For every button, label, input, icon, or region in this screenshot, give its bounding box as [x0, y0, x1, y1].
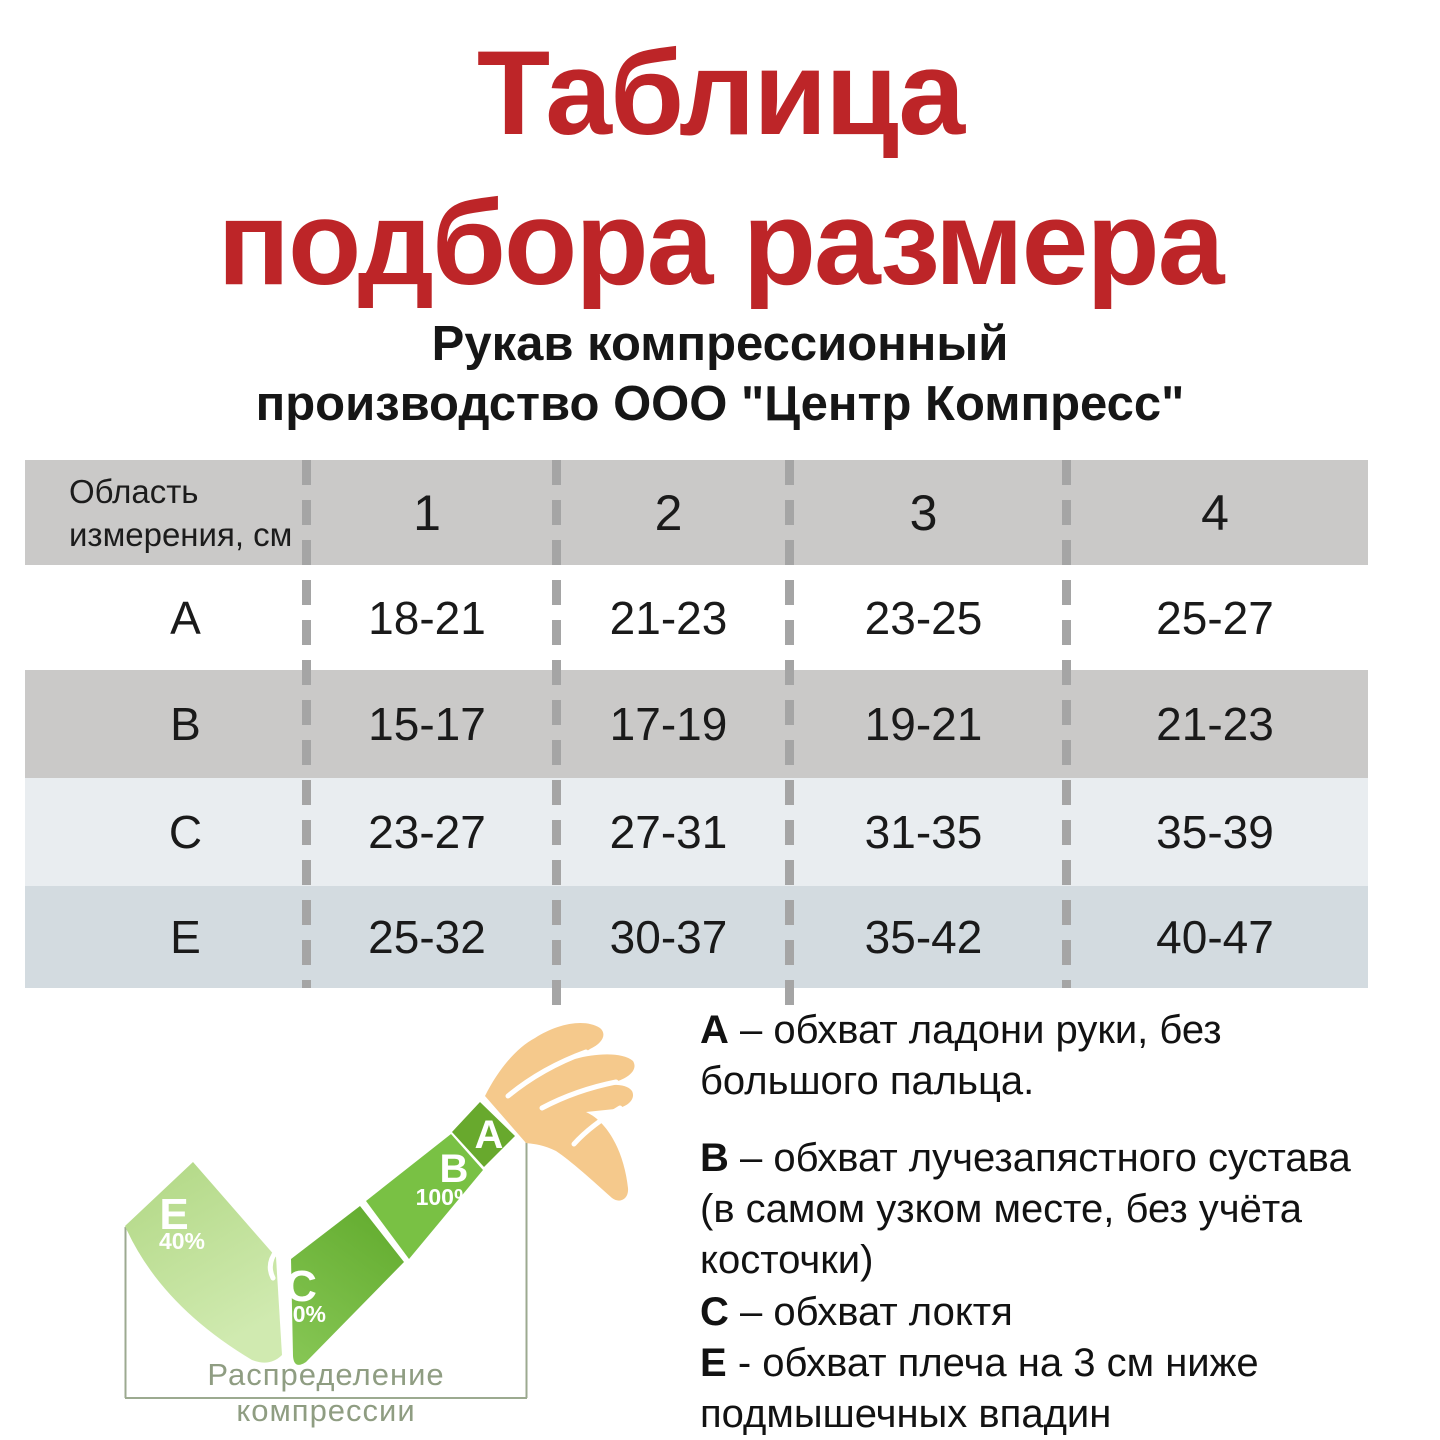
- page-title: Таблица подбора размера: [0, 18, 1440, 318]
- header-measure-label-line2: измерения, см: [69, 515, 293, 553]
- cell-e3: 35-42: [864, 911, 983, 963]
- cell-a2: 21-23: [609, 591, 728, 644]
- product-subtitle-line1: Рукав компрессионный: [431, 317, 1009, 371]
- arm-illustration: E 40% C 60% B 100% A: [124, 1023, 635, 1399]
- description-e-line2: подмышечных впадин: [700, 1392, 1112, 1436]
- cell-e4: 40-47: [1156, 911, 1274, 963]
- cell-c1: 23-27: [368, 806, 486, 858]
- description-e-letter: Е: [700, 1341, 727, 1385]
- column-header-1: 1: [413, 484, 441, 541]
- cell-a4: 25-27: [1156, 591, 1274, 644]
- zone-a-shape: [452, 1102, 515, 1167]
- table-row-a: А 18-21 21-23 23-25 25-27: [25, 565, 1368, 670]
- cell-a3: 23-25: [864, 591, 983, 644]
- column-header-3: 3: [909, 484, 938, 541]
- page-title-line2: подбора размера: [217, 176, 1225, 310]
- product-subtitle: Рукав компрессионный производство ООО "Ц…: [0, 314, 1440, 434]
- column-separator-1: [302, 460, 311, 988]
- table-row-b: В 15-17 17-19 19-21 21-23: [25, 670, 1368, 778]
- elbow-highlight: [267, 1247, 280, 1281]
- zone-b-label: B: [440, 1147, 469, 1191]
- finger-gaps: [505, 1049, 623, 1147]
- description-e-line1: Е - обхват плеча на 3 см ниже: [700, 1341, 1259, 1385]
- cell-b4: 21-23: [1156, 698, 1274, 750]
- diagram-caption: Распределение компрессии: [207, 1357, 445, 1428]
- description-a: А – обхват ладони руки, без большого пал…: [700, 1005, 1440, 1107]
- size-table: Область измерения, см 1 2 3 4 А 18-21 21…: [25, 460, 1368, 1008]
- column-header-4: 4: [1201, 484, 1229, 541]
- zone-e-label: E: [159, 1190, 188, 1239]
- description-b-line2: (в самом узком месте, без учёта: [700, 1187, 1303, 1231]
- cell-b1: 15-17: [368, 698, 486, 750]
- cell-c4: 35-39: [1156, 806, 1274, 858]
- description-a-line2: большого пальца.: [700, 1059, 1035, 1103]
- zone-e-percent: 40%: [159, 1228, 205, 1254]
- zone-c-label: C: [285, 1262, 317, 1311]
- header-measure-label: Область измерения, см: [25, 470, 302, 556]
- cell-e1: 25-32: [368, 911, 486, 963]
- table-row-e: Е 25-32 30-37 35-42 40-47: [25, 886, 1368, 988]
- row-label-c: С: [168, 806, 203, 858]
- column-header-2: 2: [654, 484, 683, 541]
- description-c-line1: С – обхват локтя: [700, 1290, 1013, 1334]
- zone-a-label: A: [475, 1113, 504, 1157]
- row-label-b: В: [170, 698, 201, 750]
- cell-b3: 19-21: [864, 698, 983, 750]
- hand-illustration: [485, 1023, 635, 1201]
- description-c: С – обхват локтя: [700, 1287, 1440, 1338]
- diagram-box: [124, 1142, 528, 1399]
- column-separator-2: [552, 460, 561, 1008]
- table-row-c: С 23-27 27-31 31-35 35-39: [25, 778, 1368, 886]
- table-header-row: Область измерения, см 1 2 3 4: [25, 460, 1368, 565]
- column-separator-4: [1062, 460, 1071, 988]
- row-label-a: А: [170, 591, 201, 644]
- description-b-line3: косточки): [700, 1238, 874, 1282]
- cell-b2: 17-19: [609, 698, 728, 750]
- zone-b-percent: 100%: [416, 1184, 475, 1210]
- cell-e2: 30-37: [609, 911, 728, 963]
- zone-c-shape: [291, 1206, 404, 1365]
- description-b-letter: В: [700, 1136, 729, 1180]
- zone-b-shape: [366, 1134, 483, 1259]
- description-b-line1: В – обхват лучезапястного сустава: [700, 1136, 1351, 1180]
- column-separator-3: [785, 460, 794, 1008]
- zone-e-shape: [125, 1162, 282, 1363]
- description-b: В – обхват лучезапястного сустава (в сам…: [700, 1133, 1440, 1286]
- cell-a1: 18-21: [368, 591, 486, 644]
- row-label-e: Е: [170, 911, 201, 963]
- cell-c2: 27-31: [609, 806, 728, 858]
- compression-diagram: E 40% C 60% B 100% A Распределение компр…: [30, 1010, 690, 1440]
- description-e: Е - обхват плеча на 3 см ниже подмышечны…: [700, 1338, 1440, 1440]
- product-subtitle-line2: производство ООО "Центр Компресс": [255, 377, 1185, 431]
- zone-c-percent: 60%: [280, 1301, 326, 1327]
- description-c-letter: С: [700, 1290, 729, 1334]
- page-title-line1: Таблица: [476, 26, 965, 160]
- description-a-letter: А: [700, 1008, 729, 1052]
- cell-c3: 31-35: [864, 806, 983, 858]
- header-measure-label-line1: Область: [69, 472, 199, 510]
- description-a-line1: А – обхват ладони руки, без: [700, 1008, 1222, 1052]
